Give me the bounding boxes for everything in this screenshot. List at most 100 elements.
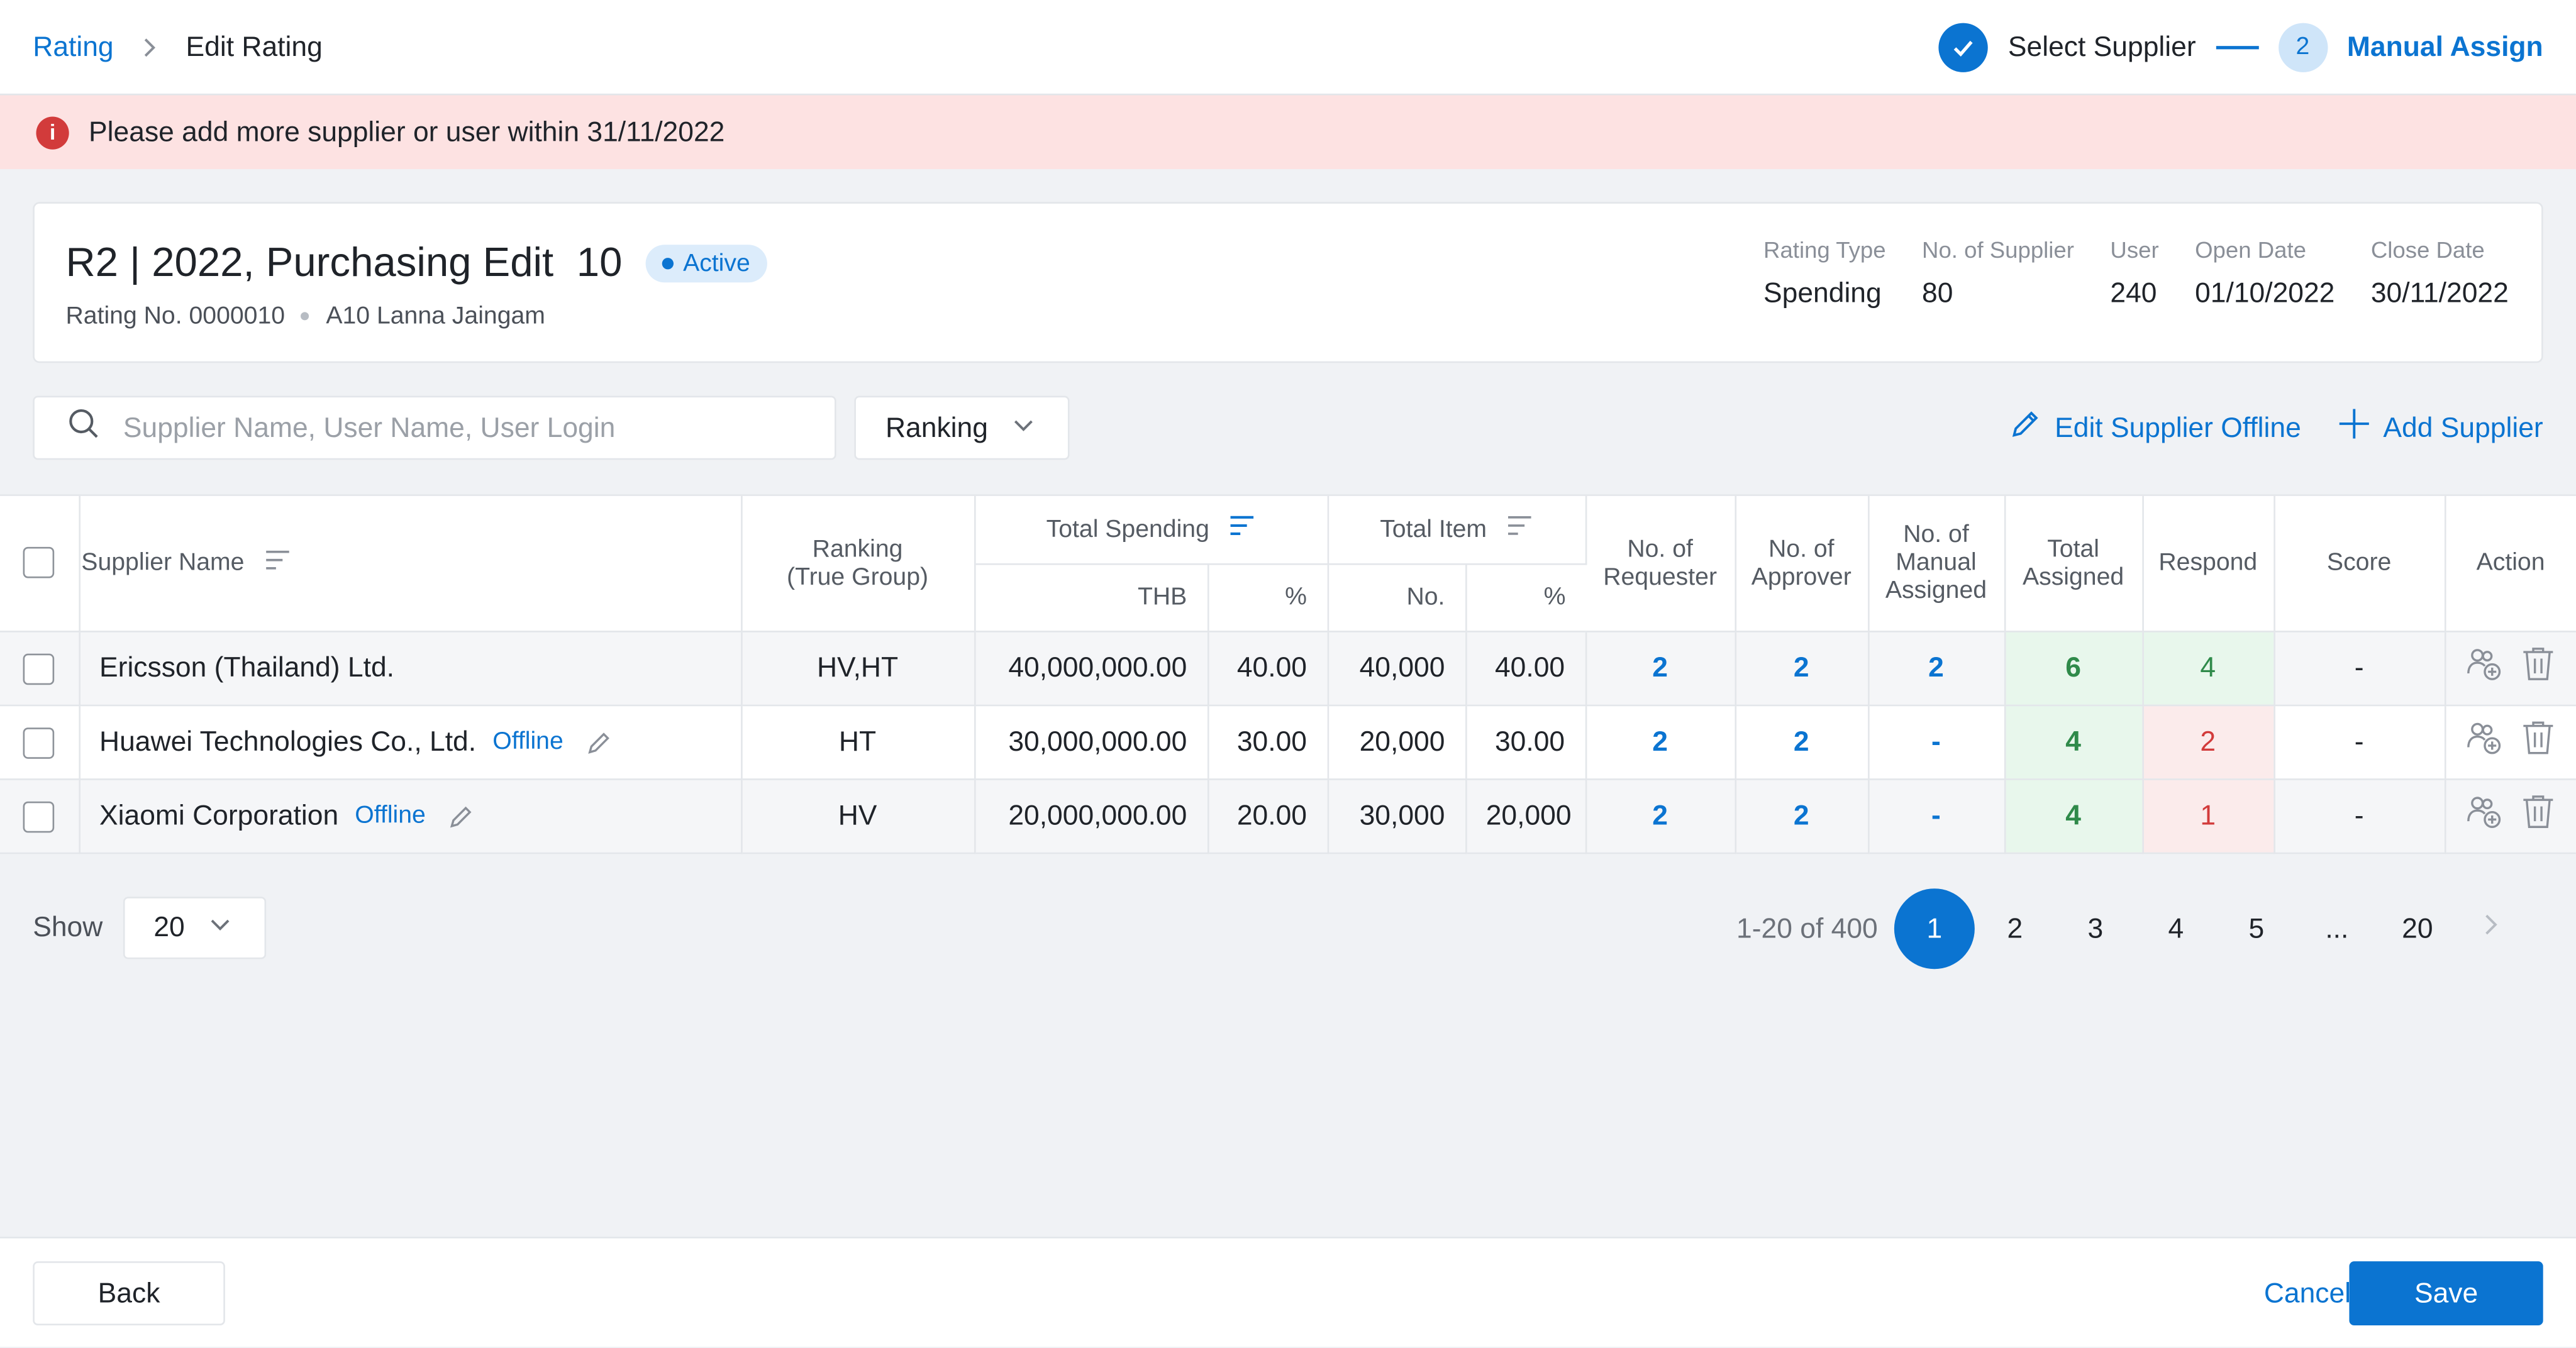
col-total-spending[interactable]: Total Spending <box>974 495 1328 565</box>
respond-cell: 4 <box>2142 631 2275 705</box>
col-assigned-line2: Assigned <box>2022 563 2124 591</box>
breadcrumb-current: Edit Rating <box>186 30 323 62</box>
edit-supplier-offline-button[interactable]: Edit Supplier Offline <box>2009 407 2301 448</box>
col-ranking: Ranking (True Group) <box>741 495 975 632</box>
supplier-name[interactable]: Ericsson (Thailand) Ltd. <box>99 651 395 683</box>
ranking-dropdown-label: Ranking <box>885 411 988 443</box>
requester-count-link[interactable]: 2 <box>1585 778 1736 854</box>
supplier-name[interactable]: Huawei Technologies Co., Ltd. <box>99 725 477 756</box>
trash-icon[interactable] <box>2522 646 2555 690</box>
alert-banner: i Please add more supplier or user withi… <box>0 95 2576 170</box>
col-thb: THB <box>974 563 1209 632</box>
ranking-dropdown[interactable]: Ranking <box>854 395 1070 460</box>
action-cell <box>2444 778 2576 854</box>
score-cell: - <box>2273 704 2446 780</box>
col-approver-line1: No. of <box>1768 534 1835 563</box>
edit-supplier-offline-label: Edit Supplier Offline <box>2055 411 2301 443</box>
step-select-supplier[interactable]: Select Supplier <box>2007 30 2196 62</box>
item-no-cell: 30,000 <box>1327 778 1467 854</box>
meta-open-date: Open Date 01/10/2022 <box>2195 236 2334 311</box>
ranking-cell: HV,HT <box>741 631 975 705</box>
col-spending-pct: % <box>1207 563 1328 632</box>
search-input[interactable] <box>119 409 802 446</box>
save-button[interactable]: Save <box>2349 1261 2543 1326</box>
step-manual-assign[interactable]: Manual Assign <box>2346 30 2543 62</box>
page-button-1[interactable]: 1 <box>1894 888 1975 970</box>
spending-thb-cell: 20,000,000.00 <box>974 778 1209 854</box>
requester-count-link[interactable]: 2 <box>1585 704 1736 780</box>
col-score: Score <box>2273 495 2446 632</box>
col-requester-line2: Requester <box>1603 563 1718 591</box>
action-cell <box>2444 631 2576 705</box>
col-ranking-label: Ranking <box>812 534 903 563</box>
col-assigned-line1: Total <box>2047 534 2099 563</box>
col-manual-line3: Assigned <box>1885 577 1987 605</box>
assign-user-icon[interactable] <box>2467 719 2502 764</box>
meta-value: 30/11/2022 <box>2370 277 2509 309</box>
manual-assigned-link[interactable]: - <box>1868 778 2006 854</box>
edit-pencil-icon[interactable] <box>448 802 475 829</box>
page-size-value: 20 <box>153 911 185 943</box>
col-total-item-label: Total Item <box>1380 515 1487 543</box>
pagination: 1-20 of 400 1 2 3 4 5 ... 20 <box>1736 888 2523 970</box>
next-page-button[interactable] <box>2458 912 2523 946</box>
add-supplier-button[interactable]: Add Supplier <box>2337 407 2543 448</box>
select-all-checkbox[interactable] <box>23 547 55 579</box>
breadcrumb-rating-link[interactable]: Rating <box>33 30 114 62</box>
col-action: Action <box>2444 495 2576 632</box>
page-button-3[interactable]: 3 <box>2087 912 2104 944</box>
back-button[interactable]: Back <box>33 1261 225 1326</box>
approver-count-link[interactable]: 2 <box>1735 631 1869 705</box>
row-checkbox[interactable] <box>23 726 55 758</box>
meta-user: User 240 <box>2110 236 2158 311</box>
cancel-button[interactable]: Cancel <box>2263 1276 2351 1308</box>
manual-assigned-link[interactable]: - <box>1868 704 2006 780</box>
row-checkbox[interactable] <box>23 800 55 832</box>
supplier-name-cell: Ericsson (Thailand) Ltd. <box>79 631 742 705</box>
col-supplier-name[interactable]: Supplier Name <box>79 495 742 632</box>
page-button-2[interactable]: 2 <box>2007 912 2023 944</box>
assign-user-icon[interactable] <box>2467 793 2502 838</box>
edit-pencil-icon[interactable] <box>586 729 613 755</box>
col-total-item[interactable]: Total Item <box>1327 495 1587 565</box>
row-checkbox[interactable] <box>23 653 55 684</box>
supplier-name[interactable]: Xiaomi Corporation <box>99 798 339 831</box>
add-supplier-label: Add Supplier <box>2383 411 2543 443</box>
item-pct-cell: 40.00 <box>1465 631 1587 705</box>
meta-value: 01/10/2022 <box>2195 277 2335 309</box>
col-no-of-manual-assigned: No. of Manual Assigned <box>1868 495 2006 632</box>
stepper: Select Supplier 2 Manual Assign <box>1939 22 2543 72</box>
col-respond: Respond <box>2142 495 2275 632</box>
page-button-4[interactable]: 4 <box>2168 912 2184 944</box>
item-pct-cell: 30.00 <box>1465 704 1587 780</box>
approver-count-link[interactable]: 2 <box>1735 778 1869 854</box>
status-dot-icon <box>662 258 674 270</box>
row-select-cell <box>0 631 80 705</box>
page-size-select[interactable]: 20 <box>122 897 265 959</box>
page-button-5[interactable]: 5 <box>2248 912 2265 944</box>
assign-user-icon[interactable] <box>2467 646 2502 690</box>
meta-no-of-supplier: No. of Supplier 80 <box>1922 236 2074 311</box>
status-badge: Active <box>645 245 767 283</box>
manual-assigned-link[interactable]: 2 <box>1868 631 2006 705</box>
alert-text: Please add more supplier or user within … <box>89 116 725 147</box>
step-number: 2 <box>2278 22 2328 72</box>
sort-icon <box>264 548 291 578</box>
dot-separator <box>301 312 310 321</box>
requester-count-link[interactable]: 2 <box>1585 631 1736 705</box>
col-ranking-sub: (True Group) <box>787 563 929 591</box>
trash-icon[interactable] <box>2522 719 2555 764</box>
trash-icon[interactable] <box>2522 793 2555 838</box>
offline-badge: Offline <box>355 801 426 830</box>
rating-count: 10 <box>576 240 623 286</box>
table-row: Huawei Technologies Co., Ltd. Offline HT… <box>0 704 2576 780</box>
rating-meta: Rating Type Spending No. of Supplier 80 … <box>1763 236 2509 311</box>
sort-active-icon <box>1229 514 1255 544</box>
table-row: Ericsson (Thailand) Ltd. HV,HT 40,000,00… <box>0 631 2576 705</box>
chevron-right-icon <box>2477 912 2504 946</box>
item-no-cell: 20,000 <box>1327 704 1467 780</box>
pencil-icon <box>2009 407 2041 448</box>
approver-count-link[interactable]: 2 <box>1735 704 1869 780</box>
page-button-20[interactable]: 20 <box>2402 912 2433 944</box>
